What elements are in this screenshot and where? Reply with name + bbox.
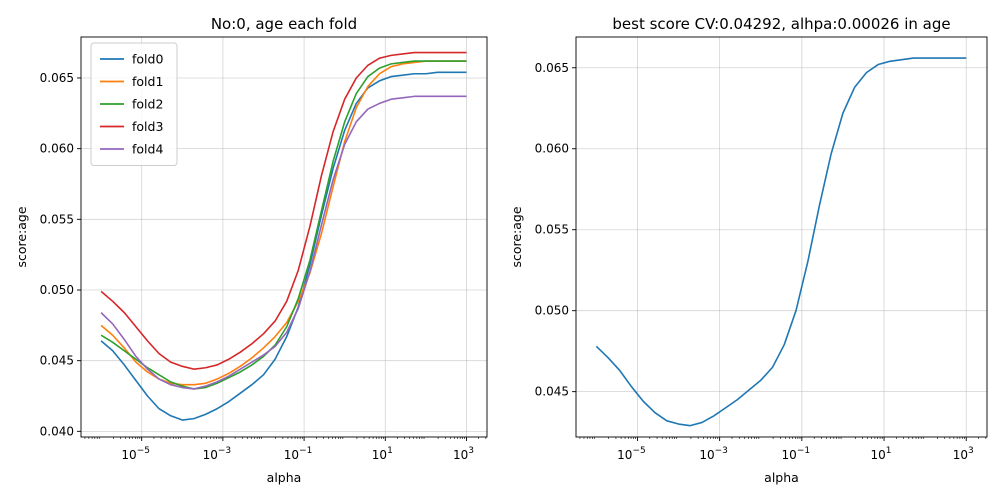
x-tick-label: 10−1 (284, 446, 313, 462)
series-line-fold2 (100, 60, 467, 390)
x-tick-label: 10−5 (121, 446, 150, 462)
axes-frame (80, 36, 488, 438)
legend-label: fold4 (132, 142, 163, 157)
y-tick-label: 0.060 (535, 142, 569, 156)
chart-title: No:0, age each fold (211, 15, 357, 33)
x-tick-label: 101 (871, 446, 892, 462)
x-tick-label: 10−5 (617, 446, 646, 462)
y-tick-label: 0.050 (535, 304, 569, 318)
legend-label: fold0 (132, 52, 163, 67)
chart-1: 10−5 10−3 10−1 101 103 0.045 0.050 0.055 0.060 0.… (509, 15, 988, 485)
y-tick-label: 0.040 (40, 424, 74, 438)
y-tick-label: 0.060 (40, 142, 74, 156)
series-line-fold4 (100, 95, 467, 390)
chart-title: best score CV:0.04292, alhpa:0.00026 in … (612, 15, 950, 33)
x-tick-label: 101 (372, 446, 393, 462)
axes-frame (575, 36, 988, 438)
y-tick-label: 0.050 (40, 283, 74, 297)
y-tick-label: 0.045 (40, 354, 74, 368)
x-tick-label: 10−1 (782, 446, 811, 462)
series-line-series0 (595, 57, 967, 427)
y-tick-label: 0.055 (535, 223, 569, 237)
legend: fold0 fold1 fold2 fold3 fold4 (90, 42, 178, 166)
x-axis-label: alpha (267, 470, 302, 485)
legend-label: fold2 (132, 97, 163, 112)
y-axis-label: score:age (509, 206, 524, 267)
x-axis-label: alpha (764, 470, 799, 485)
x-tick-label: 103 (453, 446, 474, 462)
y-tick-label: 0.045 (535, 385, 569, 399)
x-tick-label: 103 (953, 446, 974, 462)
legend-label: fold1 (132, 74, 163, 89)
y-tick-label: 0.055 (40, 212, 74, 226)
y-axis-label: score:age (14, 206, 29, 267)
x-tick-label: 10−3 (203, 446, 232, 462)
legend-label: fold3 (132, 119, 163, 134)
chart-0: 10−5 10−3 10−1 101 103 0.040 0.045 0.050 0.055 0.… (14, 15, 488, 485)
y-tick-label: 0.065 (40, 71, 74, 85)
legend-box (90, 42, 178, 166)
series-line-fold3 (100, 51, 467, 370)
series-line-fold0 (100, 71, 467, 421)
y-tick-label: 0.065 (535, 61, 569, 75)
x-tick-label: 10−3 (699, 446, 728, 462)
